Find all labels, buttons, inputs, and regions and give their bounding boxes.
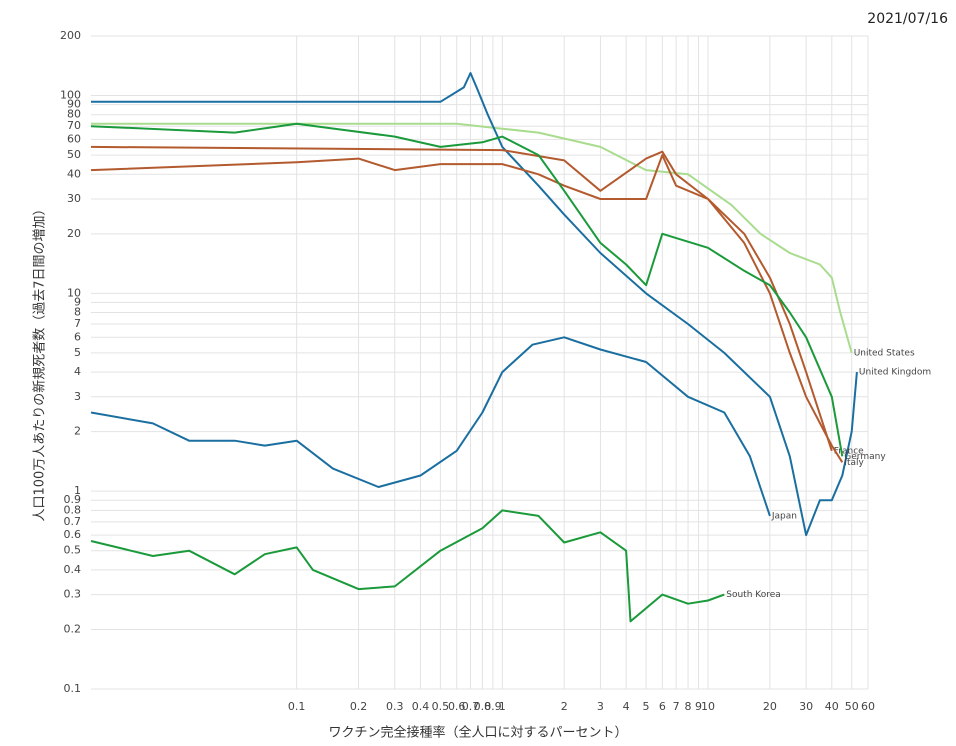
x-tick-label: 0.4: [412, 700, 430, 713]
x-tick-label: 8: [685, 700, 692, 713]
series-line: [91, 72, 858, 537]
y-tick-label: 90: [67, 98, 81, 111]
x-tick-label: 9: [695, 700, 702, 713]
x-tick-label: 20: [763, 700, 777, 713]
y-tick-label: 0.9: [64, 493, 82, 506]
series-label: Japan: [771, 511, 797, 521]
x-tick-label: 3: [597, 700, 604, 713]
y-tick-label: 10: [67, 286, 81, 299]
series-label: Italy: [844, 458, 864, 468]
y-tick-label: 0.1: [64, 682, 82, 695]
y-tick-label: 0.2: [64, 622, 82, 635]
series-label: United States: [854, 348, 915, 358]
x-tick-label: 50: [845, 700, 859, 713]
x-tick-label: 0.2: [350, 700, 368, 713]
y-tick-label: 4: [74, 365, 81, 378]
x-tick-label: 0.3: [386, 700, 404, 713]
x-tick-label: 10: [701, 700, 715, 713]
series-line: [90, 145, 833, 452]
y-tick-label: 20: [67, 227, 81, 240]
y-tick-label: 7: [74, 317, 81, 330]
x-tick-label: 0.1: [288, 700, 306, 713]
y-tick-label: 2: [74, 425, 81, 438]
y-tick-label: 0.8: [64, 503, 82, 516]
x-tick-label: 40: [825, 700, 839, 713]
y-tick-label: 100: [60, 89, 81, 102]
series-label: Germany: [844, 452, 886, 462]
x-tick-label: 0.5: [432, 700, 450, 713]
series-line: [90, 509, 725, 623]
date: 2021/07/16: [867, 11, 948, 27]
y-axis-title: 人口100万人あたりの新規死者数（過去7日間の増加）: [32, 202, 48, 521]
series-label: South Korea: [726, 590, 781, 600]
x-tick-label: 1: [499, 700, 506, 713]
y-tick-label: 0.6: [64, 528, 82, 541]
y-tick-label: 8: [74, 306, 81, 319]
y-tick-label: 40: [67, 167, 81, 180]
y-tick-label: 0.7: [64, 515, 82, 528]
x-tick-label: 0.9: [484, 700, 502, 713]
y-tick-label: 70: [67, 119, 81, 132]
x-tick-label: 6: [659, 700, 666, 713]
y-tick-label: 5: [74, 346, 81, 359]
series-label: United Kingdom: [859, 368, 931, 378]
x-tick-label: 5: [643, 700, 650, 713]
y-tick-label: 30: [67, 192, 81, 205]
y-tick-label: 60: [67, 132, 81, 145]
x-tick-label: 4: [623, 700, 630, 713]
series-line: [90, 336, 771, 517]
x-tick-label: 30: [799, 700, 813, 713]
y-tick-label: 6: [74, 330, 81, 343]
y-tick-label: 0.3: [64, 588, 82, 601]
y-tick-label: 200: [60, 29, 81, 42]
y-tick-label: 3: [74, 390, 81, 403]
y-tick-label: 50: [67, 148, 81, 161]
series-line: [90, 122, 844, 457]
y-tick-label: 1: [74, 484, 81, 497]
x-tick-label: 0.6: [448, 700, 466, 713]
x-tick-label: 60: [861, 700, 875, 713]
x-tick-label: 2: [561, 700, 568, 713]
x-tick-label: 0.8: [474, 700, 492, 713]
y-tick-label: 0.4: [64, 563, 82, 576]
y-tick-label: 9: [74, 295, 81, 308]
x-tick-label: 7: [673, 700, 680, 713]
y-tick-label: 0.5: [64, 544, 82, 557]
x-axis-title: ワクチン完全接種率（全人口に対するパーセント）: [328, 725, 627, 741]
x-tick-label: 0.7: [462, 700, 480, 713]
series-label: France: [834, 446, 864, 456]
series-line: [91, 122, 853, 354]
series-line: [90, 154, 844, 463]
y-tick-label: 80: [67, 108, 81, 121]
